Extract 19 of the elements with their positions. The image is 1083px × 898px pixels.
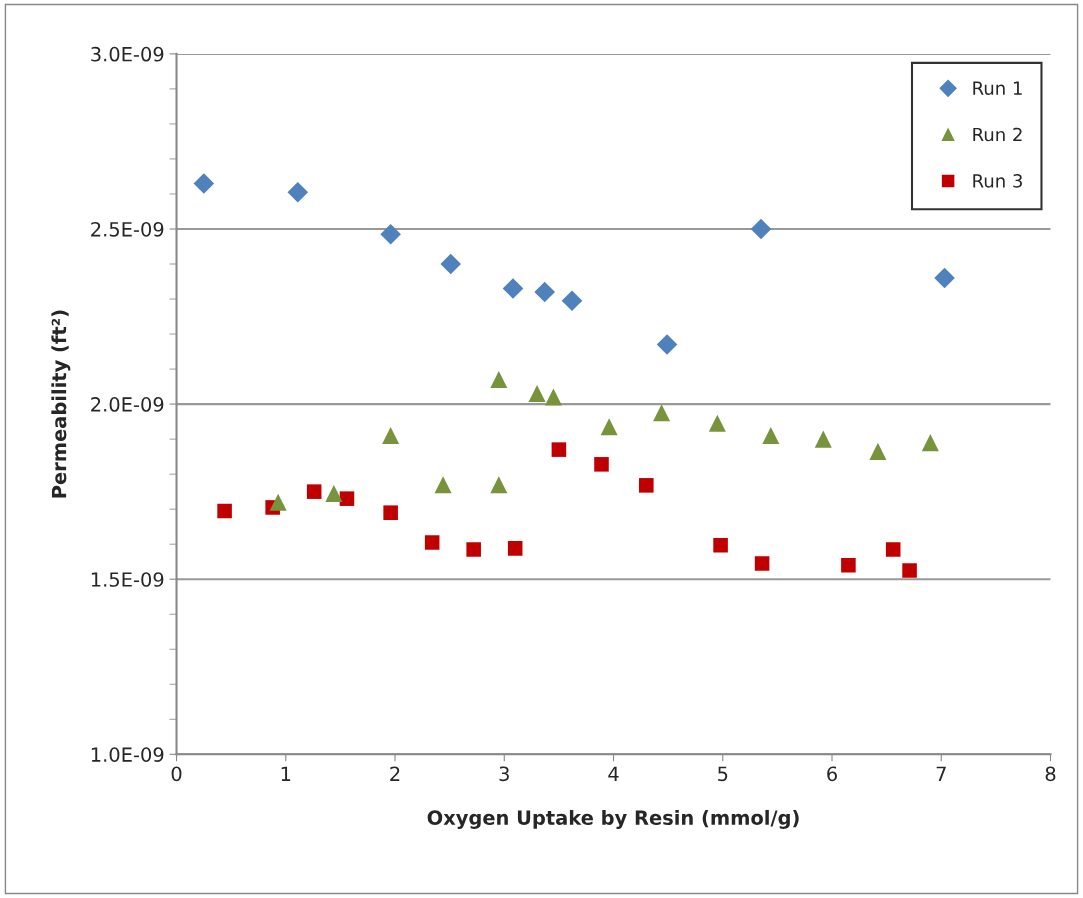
- x-tick-label: 2: [390, 766, 400, 781]
- y-tick-label: 2.5E-09: [91, 221, 164, 237]
- x-tick-label: 1: [281, 766, 291, 781]
- y-tick-label: 1.0E-09: [91, 747, 164, 762]
- legend-label: Run 2: [973, 127, 1022, 142]
- x-tick-label: 0: [171, 766, 182, 782]
- x-tick-label: 7: [936, 766, 946, 781]
- x-axis-title: Oxygen Uptake by Resin (mmol/g): [427, 809, 799, 829]
- y-axis-title: Permeability (ft²): [51, 310, 71, 498]
- y-tick-label: 2.0E-09: [91, 397, 164, 412]
- x-tick-label: 6: [827, 766, 837, 782]
- legend-label: Run 3: [973, 174, 1022, 188]
- y-tick-label: 1.5E-09: [91, 572, 164, 587]
- x-tick-label: 4: [608, 766, 619, 781]
- x-tick-label: 5: [718, 766, 728, 782]
- x-tick-label: 8: [1045, 766, 1056, 782]
- x-tick-label: 3: [499, 766, 509, 782]
- legend-label: Run 1: [973, 81, 1022, 95]
- y-tick-label: 3.0E-09: [91, 46, 164, 62]
